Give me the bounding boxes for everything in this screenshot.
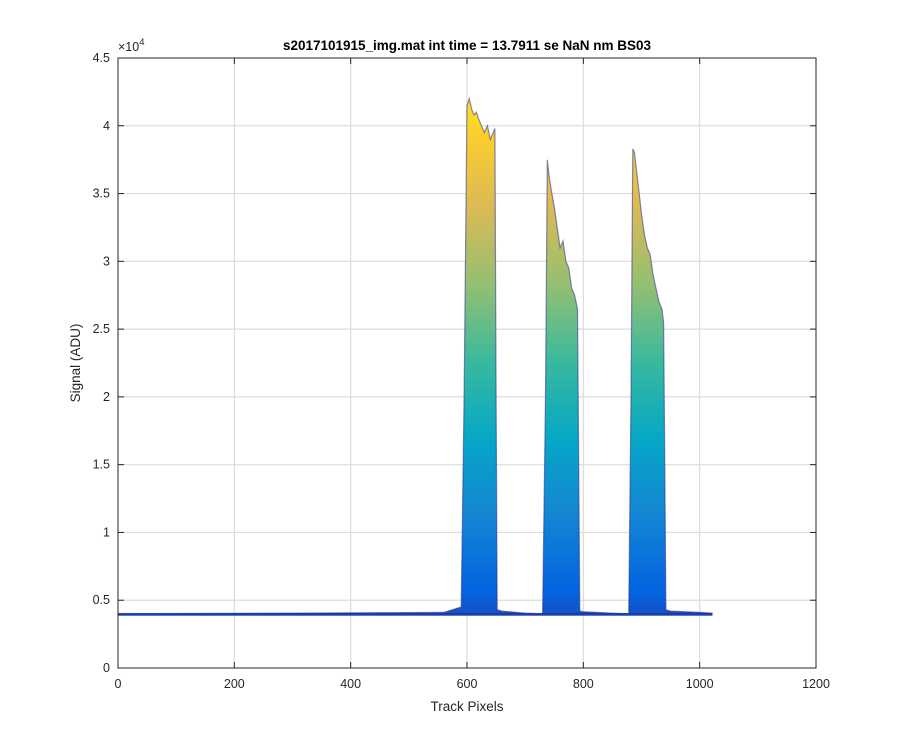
x-tick-labels: 0 200 400 600 800 1000 1200 [115, 677, 830, 691]
signal-line [118, 96, 713, 615]
y-tick-label: 4.5 [93, 51, 110, 65]
y-tick-label: 0 [103, 661, 110, 675]
x-tick-label: 600 [457, 677, 478, 691]
y-tick-label: 1 [103, 525, 110, 539]
y-exponent-base: ×10 [118, 40, 139, 54]
data-layer [118, 96, 713, 616]
y-tick-label: 0.5 [93, 593, 110, 607]
tick-marks [117, 57, 817, 669]
y-tick-label: 3 [103, 254, 110, 268]
y-axis-label: Signal (ADU) [68, 324, 83, 403]
x-tick-label: 400 [340, 677, 361, 691]
y-tick-label: 4 [103, 119, 110, 133]
y-exponent-power: 4 [139, 37, 144, 48]
chart-title: s2017101915_img.mat int time = 13.7911 s… [283, 38, 652, 53]
y-tick-labels: 0 0.5 1 1.5 2 2.5 3 3.5 4 4.5 [93, 51, 110, 675]
y-tick-label: 2 [103, 390, 110, 404]
x-tick-label: 0 [115, 677, 122, 691]
y-tick-label: 1.5 [93, 458, 110, 472]
x-tick-label: 1000 [686, 677, 714, 691]
x-tick-label: 800 [573, 677, 594, 691]
y-exponent-label: ×104 [118, 37, 145, 54]
x-axis-label: Track Pixels [430, 699, 503, 714]
signal-area [118, 98, 713, 616]
y-tick-label: 3.5 [93, 187, 110, 201]
y-tick-label: 2.5 [93, 322, 110, 336]
x-tick-label: 1200 [802, 677, 830, 691]
x-tick-label: 200 [224, 677, 245, 691]
